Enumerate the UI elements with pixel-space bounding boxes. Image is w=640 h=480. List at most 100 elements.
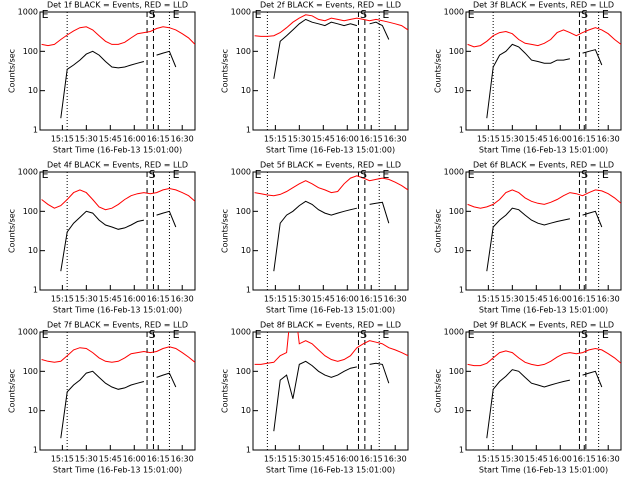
y-axis-label: Counts/sec [8, 369, 17, 413]
x-axis-label: Start Time (16-Feb-13 15:01:00) [53, 306, 182, 315]
x-tick-label: 15:30 [501, 135, 524, 144]
y-tick-label: 1 [33, 286, 38, 295]
annotation: S [581, 328, 588, 341]
annotation: E [173, 328, 180, 341]
x-tick-label: 16:15 [573, 455, 596, 464]
annotation: S [149, 168, 156, 181]
y-tick-label: 100 [449, 367, 464, 376]
y-axis-label: Counts/sec [8, 209, 17, 253]
y-tick-label: 100 [449, 47, 464, 56]
y-tick-label: 10 [454, 246, 464, 255]
plot-frame [252, 331, 409, 451]
y-tick-label: 10 [241, 246, 251, 255]
y-axis-label: Counts/sec [221, 49, 230, 93]
x-tick-label: 16:30 [384, 295, 407, 304]
x-tick-label: 15:45 [312, 135, 335, 144]
data-line [41, 26, 195, 47]
y-axis-label: Counts/sec [434, 49, 443, 93]
x-tick-label: 16:00 [123, 455, 146, 464]
x-axis-label: Start Time (16-Feb-13 15:01:00) [479, 306, 608, 315]
x-tick-label: 16:00 [336, 295, 359, 304]
annotation: E [255, 328, 262, 341]
y-tick-label: 100 [236, 207, 251, 216]
x-axis-label: Start Time (16-Feb-13 15:01:00) [266, 466, 395, 475]
annotation: E [382, 8, 389, 21]
x-tick-label: 16:15 [360, 455, 383, 464]
plot-frame [39, 171, 196, 291]
annotation: E [42, 328, 49, 341]
y-tick-label: 100 [449, 207, 464, 216]
y-tick-label: 1000 [18, 328, 38, 337]
x-tick-label: 15:15 [264, 135, 287, 144]
x-tick-label: 16:00 [549, 295, 572, 304]
data-line [467, 347, 621, 367]
x-tick-label: 16:30 [171, 455, 194, 464]
data-line [60, 210, 177, 272]
x-axis-label: Start Time (16-Feb-13 15:01:00) [266, 306, 395, 315]
annotation: E [42, 8, 49, 21]
x-tick-label: 16:00 [123, 295, 146, 304]
x-tick-label: 16:00 [549, 455, 572, 464]
y-tick-label: 100 [23, 367, 38, 376]
y-tick-label: 1 [459, 286, 464, 295]
x-tick-label: 16:30 [597, 295, 620, 304]
x-tick-label: 16:00 [336, 455, 359, 464]
y-axis-label: Counts/sec [434, 209, 443, 253]
x-tick-label: 15:15 [51, 455, 74, 464]
x-tick-label: 15:45 [525, 135, 548, 144]
x-tick-label: 16:30 [171, 295, 194, 304]
chart-title: Det 9f BLACK = Events, RED = LLD [473, 321, 614, 330]
x-tick-label: 16:30 [597, 455, 620, 464]
y-tick-label: 1 [246, 126, 251, 135]
plot-frame [465, 11, 622, 131]
y-axis-label: Counts/sec [8, 49, 17, 93]
x-tick-label: 15:30 [501, 455, 524, 464]
y-tick-label: 1000 [231, 8, 251, 17]
y-tick-label: 10 [28, 406, 38, 415]
panel: Det 3f BLACK = Events, RED = LLD Counts/s… [434, 1, 622, 155]
y-tick-label: 10 [454, 86, 464, 95]
panel: Det 4f BLACK = Events, RED = LLD Counts/s… [8, 161, 196, 315]
x-tick-label: 15:30 [501, 295, 524, 304]
data-line [273, 200, 390, 272]
chart-title: Det 3f BLACK = Events, RED = LLD [473, 1, 614, 10]
x-tick-label: 16:15 [360, 135, 383, 144]
panel: Det 1f BLACK = Events, RED = LLD Counts/s… [8, 1, 196, 155]
annotation: E [602, 328, 609, 341]
data-line [486, 207, 603, 272]
x-tick-label: 15:30 [288, 135, 311, 144]
data-line [254, 14, 408, 37]
x-tick-label: 15:15 [51, 135, 74, 144]
x-tick-label: 16:30 [384, 455, 407, 464]
chart-title: Det 2f BLACK = Events, RED = LLD [260, 1, 401, 10]
y-tick-label: 10 [454, 406, 464, 415]
x-tick-label: 15:45 [99, 295, 122, 304]
x-tick-label: 15:15 [264, 455, 287, 464]
y-tick-label: 1000 [18, 168, 38, 177]
y-tick-label: 100 [23, 47, 38, 56]
x-tick-label: 15:45 [312, 455, 335, 464]
data-line [254, 332, 408, 365]
annotation: E [255, 168, 262, 181]
panel: Det 9f BLACK = Events, RED = LLD Counts/s… [434, 321, 622, 475]
y-tick-label: 10 [241, 86, 251, 95]
x-tick-label: 15:15 [264, 295, 287, 304]
plot-frame [465, 171, 622, 291]
data-line [467, 27, 621, 48]
annotation: S [149, 8, 156, 21]
annotation: S [360, 8, 367, 21]
annotation: S [581, 168, 588, 181]
x-tick-label: 15:30 [75, 455, 98, 464]
x-tick-label: 15:45 [525, 455, 548, 464]
data-line [273, 360, 390, 432]
plot-frame [39, 331, 196, 451]
data-line [60, 370, 177, 439]
data-line [486, 369, 603, 439]
chart-title: Det 4f BLACK = Events, RED = LLD [47, 161, 188, 170]
data-line [41, 346, 195, 363]
y-tick-label: 100 [236, 367, 251, 376]
y-tick-label: 1000 [231, 328, 251, 337]
data-line [41, 187, 195, 211]
y-tick-label: 1 [459, 446, 464, 455]
data-line [467, 189, 621, 209]
